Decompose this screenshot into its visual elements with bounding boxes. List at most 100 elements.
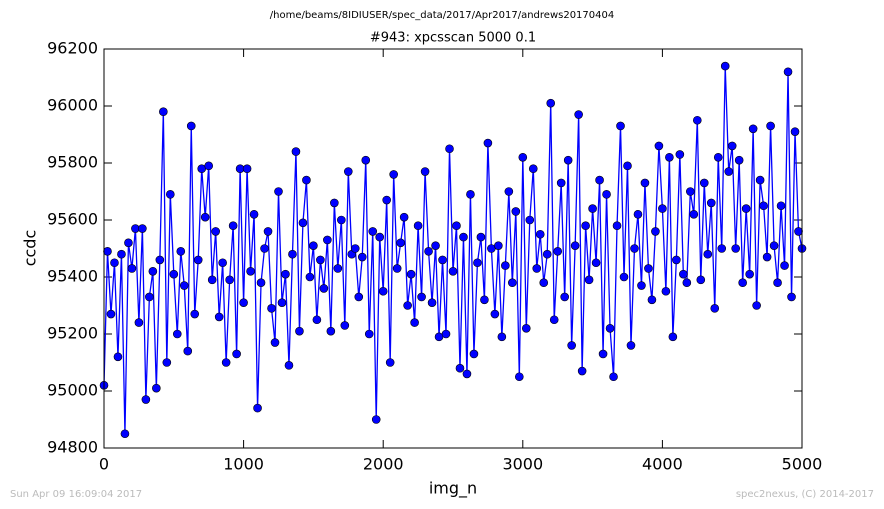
data-point bbox=[605, 323, 615, 333]
data-point bbox=[459, 232, 468, 242]
data-point bbox=[431, 241, 440, 250]
data-point bbox=[776, 201, 786, 211]
data-point bbox=[169, 269, 179, 279]
data-point bbox=[766, 121, 775, 131]
data-point bbox=[284, 361, 294, 370]
data-point bbox=[127, 264, 137, 273]
data-point bbox=[316, 255, 325, 265]
data-point bbox=[696, 275, 706, 285]
data-point bbox=[626, 341, 636, 350]
data-point bbox=[738, 278, 747, 288]
data-point bbox=[689, 210, 699, 219]
data-point bbox=[480, 295, 489, 305]
data-point bbox=[665, 153, 674, 162]
data-point bbox=[424, 247, 433, 256]
data-point bbox=[515, 372, 524, 382]
data-point bbox=[612, 221, 622, 230]
data-point bbox=[403, 301, 412, 310]
data-point bbox=[668, 332, 678, 342]
data-point bbox=[172, 329, 182, 339]
data-point bbox=[483, 138, 493, 148]
data-point bbox=[780, 261, 789, 270]
data-point bbox=[581, 221, 590, 230]
x-tick-label: 3000 bbox=[502, 455, 543, 474]
data-point bbox=[619, 272, 629, 282]
data-point bbox=[609, 372, 618, 382]
data-point bbox=[406, 269, 416, 279]
data-point bbox=[124, 238, 133, 248]
data-point bbox=[752, 301, 761, 310]
y-tick-label: 96000 bbox=[47, 96, 98, 115]
data-point bbox=[417, 292, 426, 302]
data-point bbox=[138, 224, 147, 233]
data-point bbox=[661, 286, 671, 296]
data-point bbox=[748, 124, 758, 134]
data-point bbox=[637, 281, 646, 290]
data-point bbox=[110, 258, 119, 268]
x-tick-label: 1000 bbox=[223, 455, 264, 474]
data-point bbox=[302, 175, 311, 185]
data-point bbox=[389, 170, 398, 179]
data-point bbox=[375, 232, 385, 242]
data-point bbox=[193, 255, 203, 265]
data-point bbox=[239, 298, 248, 307]
data-point bbox=[378, 286, 388, 296]
data-point bbox=[113, 352, 123, 362]
data-point bbox=[337, 215, 346, 225]
data-point bbox=[145, 292, 154, 302]
data-point bbox=[232, 349, 241, 359]
data-point bbox=[490, 309, 500, 319]
data-point bbox=[528, 164, 538, 173]
data-point bbox=[166, 190, 175, 199]
data-point bbox=[570, 241, 580, 250]
data-point bbox=[214, 312, 224, 322]
data-point bbox=[382, 195, 391, 205]
data-point bbox=[455, 363, 465, 373]
data-point bbox=[630, 244, 639, 253]
data-point bbox=[246, 266, 255, 276]
data-point bbox=[267, 304, 276, 313]
data-point bbox=[623, 161, 632, 171]
data-point bbox=[790, 127, 800, 136]
data-point bbox=[504, 187, 514, 196]
data-point bbox=[672, 255, 681, 265]
data-point bbox=[755, 175, 765, 185]
data-point bbox=[291, 147, 301, 156]
data-point bbox=[309, 241, 318, 250]
data-point bbox=[117, 249, 126, 259]
chart-title: #943: xpcsscan 5000 0.1 bbox=[370, 31, 536, 46]
data-point bbox=[445, 144, 454, 154]
y-tick-label: 95200 bbox=[47, 324, 98, 343]
data-point bbox=[595, 175, 604, 185]
data-point bbox=[305, 272, 315, 282]
suptitle: /home/beams/8IDIUSER/spec_data/2017/Apr2… bbox=[270, 10, 614, 21]
data-point bbox=[497, 332, 507, 342]
data-point bbox=[452, 221, 461, 230]
data-point bbox=[741, 204, 751, 213]
data-point bbox=[295, 326, 304, 336]
data-point bbox=[759, 201, 768, 211]
data-point bbox=[532, 264, 542, 273]
data-point bbox=[103, 247, 112, 256]
data-point bbox=[577, 366, 587, 376]
data-point bbox=[152, 383, 161, 393]
x-axis-label: img_n bbox=[429, 479, 477, 499]
data-point bbox=[713, 153, 723, 162]
data-point bbox=[134, 318, 144, 327]
data-point bbox=[190, 309, 200, 319]
data-point bbox=[340, 321, 350, 330]
data-point bbox=[441, 329, 451, 339]
data-point bbox=[473, 258, 482, 268]
data-point bbox=[176, 247, 186, 256]
data-point bbox=[602, 190, 611, 199]
data-point bbox=[616, 121, 625, 131]
data-point bbox=[396, 238, 405, 248]
x-tick-label: 4000 bbox=[642, 455, 683, 474]
data-point bbox=[717, 244, 727, 253]
data-point bbox=[658, 204, 667, 213]
data-point bbox=[354, 292, 364, 302]
data-point bbox=[542, 249, 552, 259]
data-point bbox=[734, 155, 744, 165]
data-point bbox=[277, 298, 287, 307]
data-point bbox=[413, 221, 423, 230]
